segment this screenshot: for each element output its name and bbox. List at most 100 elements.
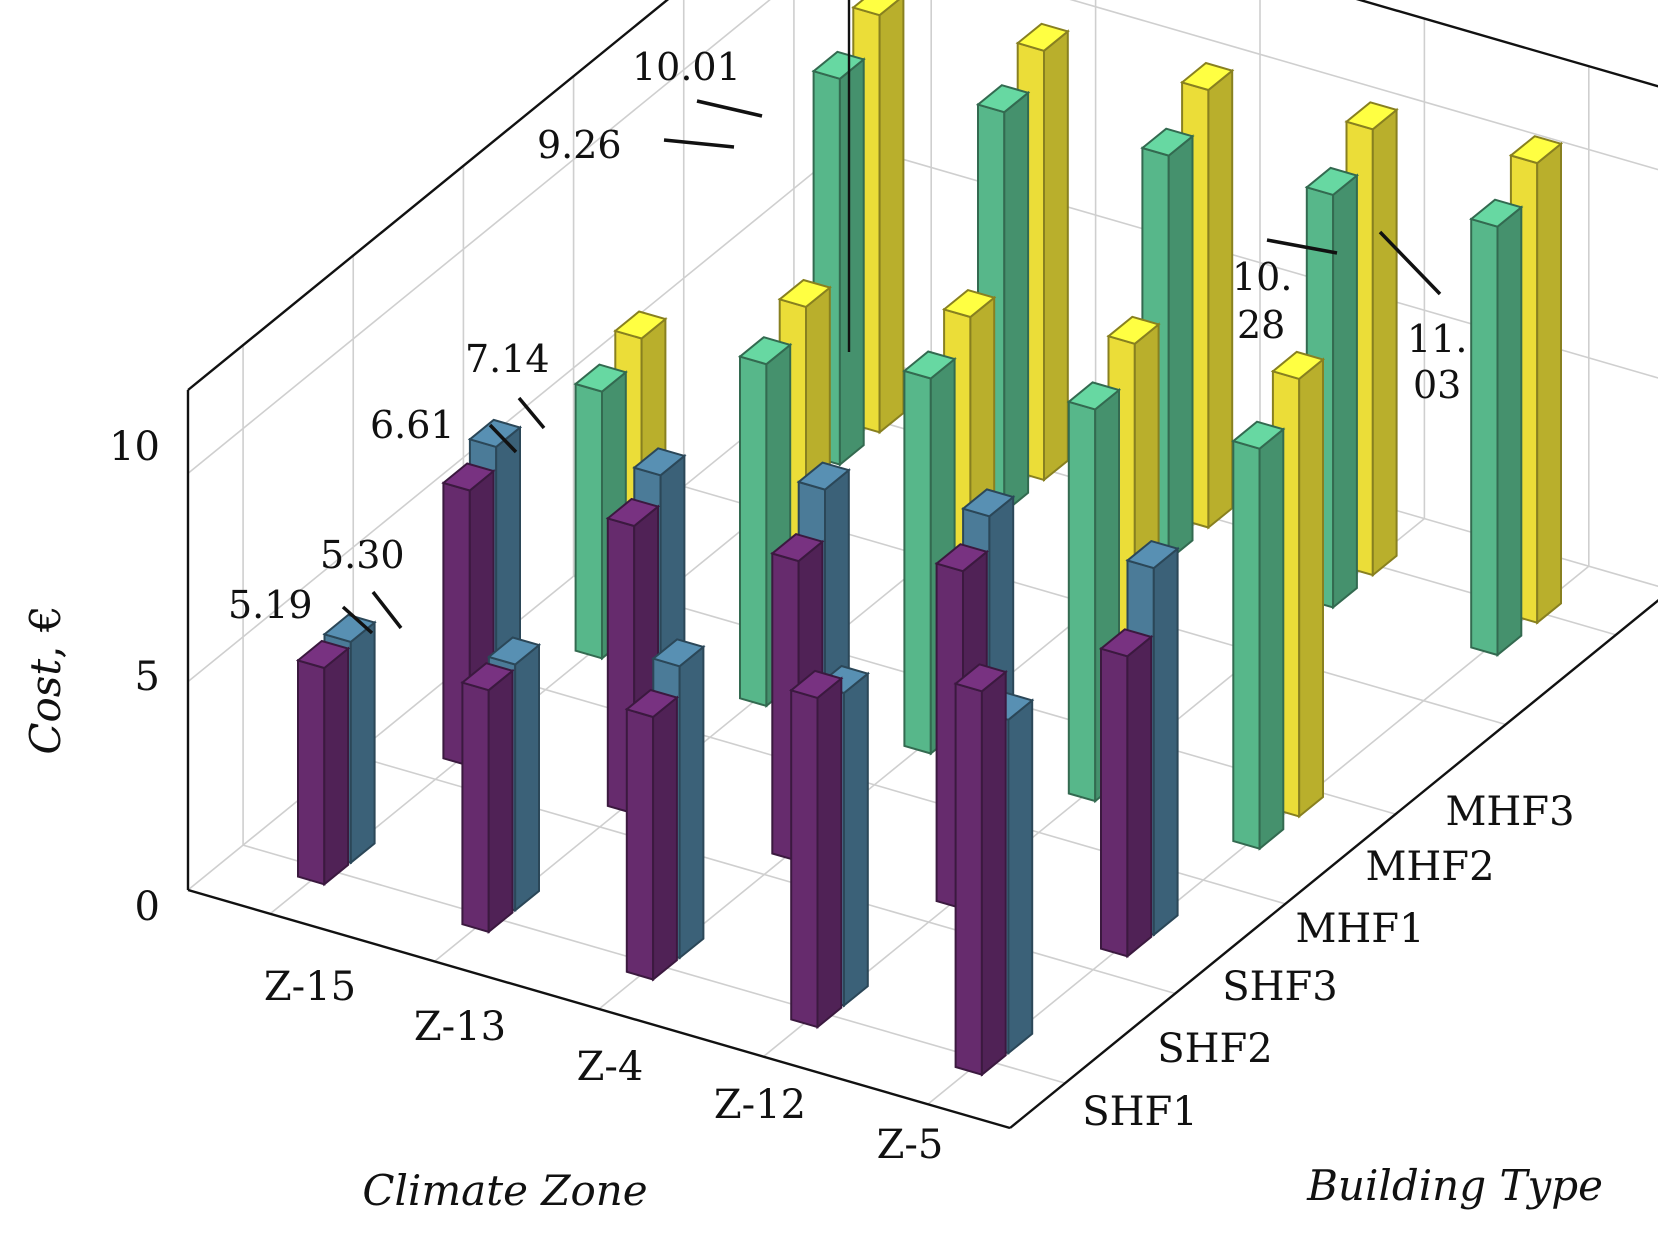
bar-side-face bbox=[1207, 68, 1234, 530]
bar-front-face bbox=[297, 659, 326, 886]
annotation-leader bbox=[517, 396, 546, 430]
annotation-label: 7.14 bbox=[465, 337, 550, 381]
bar-top-face bbox=[1098, 628, 1154, 658]
y-tick-label: SHF3 bbox=[1222, 964, 1338, 1010]
y-axis-title: Building Type bbox=[1306, 1161, 1603, 1210]
bar-top-face bbox=[1270, 350, 1326, 381]
bar-side-face bbox=[1258, 427, 1285, 851]
bar-front-face bbox=[739, 355, 768, 708]
x-tick-label: Z-5 bbox=[877, 1122, 944, 1168]
y-tick-label: MHF3 bbox=[1445, 789, 1574, 835]
bar-front-face bbox=[1067, 400, 1097, 803]
annotation-leader bbox=[371, 590, 403, 630]
bar-top-face bbox=[953, 663, 1008, 693]
x-tick-label: Z-15 bbox=[264, 964, 356, 1010]
axis-frame-edge bbox=[1009, 599, 1658, 1129]
bar-side-face bbox=[1496, 205, 1523, 658]
annotation-label: 28 bbox=[1237, 303, 1285, 347]
y-tick-label: SHF2 bbox=[1157, 1026, 1273, 1072]
bar-side-face bbox=[1167, 134, 1194, 562]
annotation-label: 11. bbox=[1407, 317, 1467, 361]
bar-top-face bbox=[1106, 315, 1161, 345]
bar-side-face bbox=[349, 620, 376, 865]
bar-front-face bbox=[954, 682, 983, 1077]
x-tick-label: Z-13 bbox=[414, 1004, 506, 1050]
bar-top-face bbox=[1066, 381, 1122, 411]
bar-side-face bbox=[1003, 90, 1030, 515]
bar-side-face bbox=[1332, 173, 1358, 610]
bar-top-face bbox=[632, 447, 687, 477]
z-tick-label: 5 bbox=[135, 654, 160, 700]
x-tick-label: Z-4 bbox=[577, 1044, 644, 1090]
y-tick-label: MHF2 bbox=[1365, 844, 1494, 890]
bar-front-face bbox=[1100, 647, 1129, 958]
bar-top-face bbox=[1231, 420, 1286, 450]
bar-front-face bbox=[574, 382, 603, 660]
bar-side-face bbox=[1298, 357, 1324, 819]
annotation-label: 10.01 bbox=[632, 45, 741, 89]
annotation-leader bbox=[341, 605, 374, 635]
bar-top-face bbox=[1344, 101, 1399, 131]
annotation-leader bbox=[1378, 230, 1442, 296]
label-layer: 10 5 0 Z-15 Z-13 Z-4 Z-12 Z-5 SHF1 SHF2 … bbox=[21, 45, 1603, 1215]
bar-side-face bbox=[678, 644, 705, 960]
bar-side-face bbox=[878, 0, 905, 435]
z-tick-label: 10 bbox=[109, 424, 160, 470]
bar-layer bbox=[295, 0, 1564, 1077]
bar-front-face bbox=[625, 707, 655, 981]
bar-top-face bbox=[941, 288, 997, 319]
bar-side-face bbox=[843, 671, 869, 1008]
bar-side-face bbox=[323, 646, 350, 887]
y-tick-label: MHF1 bbox=[1295, 906, 1424, 952]
bar-top-face bbox=[322, 613, 377, 644]
bar-top-face bbox=[1140, 127, 1195, 157]
annotation-leader bbox=[696, 99, 763, 118]
z-axis-title-unit: , € bbox=[21, 605, 70, 658]
bar-top-face bbox=[613, 310, 668, 340]
annotation-leader bbox=[488, 423, 518, 454]
annotation-label: 10. bbox=[1232, 255, 1292, 299]
bar-side-face bbox=[1007, 698, 1034, 1056]
annotation-leader bbox=[1266, 238, 1338, 255]
bar-top-face bbox=[486, 636, 542, 666]
x-axis-title: Climate Zone bbox=[362, 1166, 647, 1215]
bar-top-face bbox=[777, 278, 832, 309]
x-tick-label: Z-12 bbox=[714, 1082, 806, 1128]
bar-side-face bbox=[514, 642, 540, 913]
axis-frame-edge bbox=[187, 0, 670, 391]
bar-side-face bbox=[1371, 107, 1398, 578]
bar-side-face bbox=[1152, 546, 1179, 937]
bar-front-face bbox=[1470, 217, 1499, 657]
bar-top-face bbox=[789, 669, 844, 700]
annotation-label: 03 bbox=[1413, 363, 1461, 407]
z-gridline bbox=[187, 0, 771, 474]
bar-top-face bbox=[460, 662, 515, 692]
bar-top-face bbox=[1179, 61, 1235, 92]
bar-top-face bbox=[934, 543, 989, 573]
bar-front-face bbox=[903, 369, 932, 755]
bar-top-face bbox=[605, 497, 661, 528]
annotation-label: 9.26 bbox=[537, 123, 622, 167]
axis-frame-edge bbox=[187, 888, 1011, 1130]
bar-top-face bbox=[441, 462, 496, 492]
axis-frame-edge bbox=[1355, 0, 1658, 88]
bar-top-face bbox=[851, 0, 900, 17]
bar-top-face bbox=[960, 488, 1016, 518]
z-tick-label: 0 bbox=[135, 884, 160, 930]
bar-top-face bbox=[1508, 135, 1564, 165]
bar-side-face bbox=[816, 676, 843, 1030]
bar-side-face bbox=[980, 669, 1007, 1077]
bar-side-face bbox=[1043, 29, 1069, 482]
bar-front-face bbox=[1232, 439, 1261, 851]
annotation-leader bbox=[663, 138, 735, 149]
bar bbox=[295, 639, 351, 887]
bar-side-face bbox=[838, 57, 865, 467]
z-axis-title: Cost, € bbox=[21, 605, 70, 754]
annotation-label: 5.19 bbox=[228, 583, 313, 627]
y-tick-label: SHF1 bbox=[1082, 1089, 1198, 1135]
bar-top-face bbox=[1469, 198, 1524, 228]
bar-side-face bbox=[652, 695, 678, 982]
bar bbox=[1098, 628, 1154, 959]
annotation-label: 5.30 bbox=[320, 533, 405, 577]
